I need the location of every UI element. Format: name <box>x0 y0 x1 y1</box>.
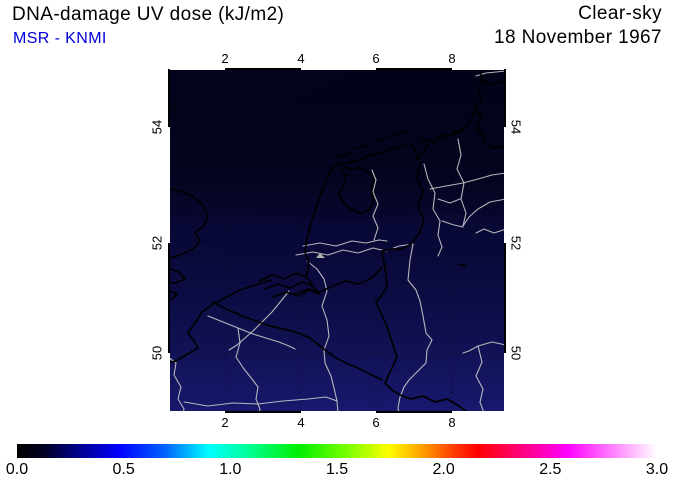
map-frame <box>168 68 506 413</box>
colorbar-tick-label: 1.0 <box>219 461 242 478</box>
y-axis-tick-label: 54 <box>508 119 524 135</box>
dose-field <box>168 68 506 413</box>
colorbar-tick-label: 0.5 <box>112 461 135 478</box>
page-title: DNA-damage UV dose (kJ/m2) <box>12 4 285 25</box>
data-source-label: MSR - KNMI <box>13 30 107 47</box>
sky-condition-label: Clear-sky <box>578 3 662 24</box>
river-paths <box>168 70 506 413</box>
x-axis-tick-label: 2 <box>221 51 229 66</box>
coastline-paths <box>168 68 506 413</box>
x-axis-tick-label: 6 <box>372 51 380 66</box>
map-canvas <box>168 68 506 413</box>
x-axis-tick-label: 2 <box>221 415 229 430</box>
x-axis-tick-label: 8 <box>448 51 456 66</box>
dose-contour <box>168 68 358 106</box>
colorbar-gradient <box>17 444 657 458</box>
colorbar-tick-label: 1.5 <box>325 461 349 478</box>
colorbar-labels: 0.0 0.5 1.0 1.5 2.0 2.5 3.0 <box>6 461 668 479</box>
x-axis-tick-label: 4 <box>297 51 305 66</box>
colorbar-tick-label: 2.5 <box>539 461 562 478</box>
map-plot <box>168 68 506 413</box>
x-axis-tick-label: 4 <box>297 415 305 430</box>
dose-contour <box>168 214 506 254</box>
city-marker <box>316 253 325 258</box>
colorbar-tick-label: 2.0 <box>432 461 455 478</box>
date-label: 18 November 1967 <box>493 27 662 48</box>
x-axis-tick-label: 8 <box>448 415 456 430</box>
y-axis-tick-label: 52 <box>149 235 165 251</box>
y-axis-tick-label: 50 <box>508 345 524 361</box>
x-axis-tick-label: 6 <box>372 415 380 430</box>
y-axis-tick-label: 50 <box>149 345 165 361</box>
y-axis-tick-label: 54 <box>149 119 165 135</box>
colorbar-tick-label: 3.0 <box>645 461 669 478</box>
y-axis-tick-label: 52 <box>508 235 524 251</box>
colorbar-tick-label: 0.0 <box>5 461 29 478</box>
